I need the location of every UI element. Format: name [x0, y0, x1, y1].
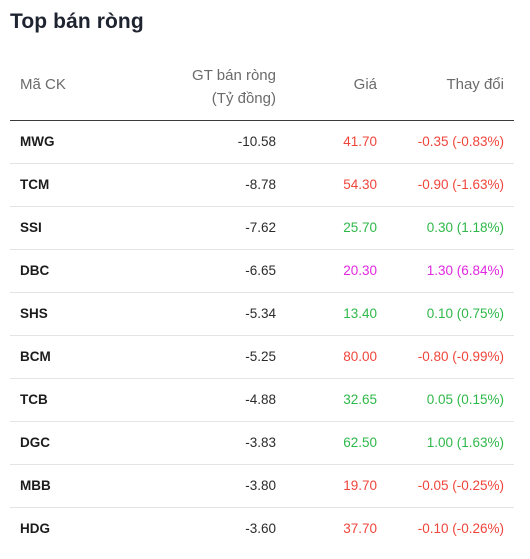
stock-code[interactable]: SHS [20, 306, 48, 321]
net-sell-value: -5.25 [245, 349, 276, 364]
column-header-net-sell-value-line1: GT bán ròng [192, 67, 276, 84]
price-change: -0.05 (-0.25%) [417, 478, 504, 493]
price-change: 0.05 (0.15%) [426, 392, 504, 407]
stock-code[interactable]: MBB [20, 478, 51, 493]
table-row[interactable]: TCB -4.88 32.65 0.05 (0.15%) [10, 379, 514, 422]
table-row[interactable]: DBC -6.65 20.30 1.30 (6.84%) [10, 250, 514, 293]
price: 19.70 [343, 478, 377, 493]
stock-code[interactable]: DGC [20, 435, 50, 450]
stock-code[interactable]: TCB [20, 392, 48, 407]
net-sell-value: -6.65 [245, 263, 276, 278]
price: 54.30 [343, 177, 377, 192]
price-change: 1.00 (1.63%) [426, 435, 504, 450]
price-change: -0.90 (-1.63%) [417, 177, 504, 192]
net-sell-value: -3.83 [245, 435, 276, 450]
price-change: 1.30 (6.84%) [426, 263, 504, 278]
stock-code[interactable]: BCM [20, 349, 51, 364]
net-sell-value: -10.58 [237, 134, 276, 149]
price: 37.70 [343, 521, 377, 536]
net-sell-value: -3.80 [245, 478, 276, 493]
stock-code[interactable]: MWG [20, 134, 55, 149]
column-header-net-sell-value-line2: (Tỷ đồng) [211, 90, 276, 107]
column-header-net-sell-value[interactable]: GT bán ròng (Tỷ đồng) [192, 64, 276, 110]
stock-code[interactable]: DBC [20, 263, 50, 278]
price-change: -0.80 (-0.99%) [417, 349, 504, 364]
table-row[interactable]: HDG -3.60 37.70 -0.10 (-0.26%) [10, 508, 514, 550]
net-sell-value: -5.34 [245, 306, 276, 321]
price: 13.40 [343, 306, 377, 321]
net-sell-value: -4.88 [245, 392, 276, 407]
stock-code[interactable]: SSI [20, 220, 42, 235]
table-row[interactable]: SSI -7.62 25.70 0.30 (1.18%) [10, 207, 514, 250]
price: 62.50 [343, 435, 377, 450]
price-change: 0.30 (1.18%) [426, 220, 504, 235]
net-sell-value: -7.62 [245, 220, 276, 235]
widget-title: Top bán ròng [10, 10, 144, 33]
price-change: 0.10 (0.75%) [426, 306, 504, 321]
table-row[interactable]: MWG -10.58 41.70 -0.35 (-0.83%) [10, 121, 514, 164]
table-row[interactable]: SHS -5.34 13.40 0.10 (0.75%) [10, 293, 514, 336]
price: 41.70 [343, 134, 377, 149]
column-header-code[interactable]: Mã CK [20, 76, 66, 93]
table-row[interactable]: DGC -3.83 62.50 1.00 (1.63%) [10, 422, 514, 465]
stock-code[interactable]: TCM [20, 177, 50, 192]
header-divider [10, 120, 514, 121]
price: 80.00 [343, 349, 377, 364]
price-change: -0.10 (-0.26%) [417, 521, 504, 536]
table-header: Mã CK GT bán ròng (Tỷ đồng) Giá Thay đổi [10, 62, 514, 120]
price: 32.65 [343, 392, 377, 407]
table-row[interactable]: TCM -8.78 54.30 -0.90 (-1.63%) [10, 164, 514, 207]
stock-code[interactable]: HDG [20, 521, 50, 536]
net-sell-value: -3.60 [245, 521, 276, 536]
column-header-price[interactable]: Giá [353, 76, 377, 93]
table-body: MWG -10.58 41.70 -0.35 (-0.83%) TCM -8.7… [10, 121, 514, 550]
table-row[interactable]: MBB -3.80 19.70 -0.05 (-0.25%) [10, 465, 514, 508]
price: 20.30 [343, 263, 377, 278]
net-sell-value: -8.78 [245, 177, 276, 192]
column-header-change[interactable]: Thay đổi [446, 76, 504, 93]
price: 25.70 [343, 220, 377, 235]
table-row[interactable]: BCM -5.25 80.00 -0.80 (-0.99%) [10, 336, 514, 379]
price-change: -0.35 (-0.83%) [417, 134, 504, 149]
